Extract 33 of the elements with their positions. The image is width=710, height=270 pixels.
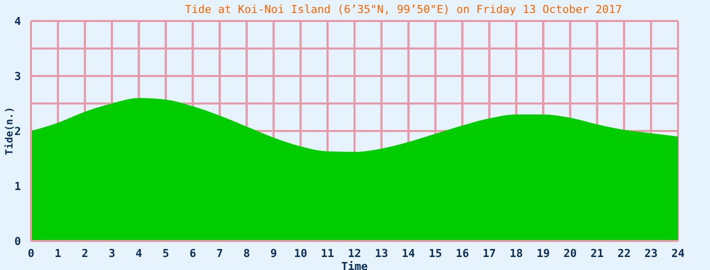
y-tick-label: 0 [14,234,21,248]
x-tick-label: 6 [189,246,196,260]
x-tick-label: 9 [270,246,277,260]
x-tick-label: 19 [536,246,550,260]
y-tick-label: 3 [14,70,21,83]
x-tick-label: 18 [510,246,523,260]
x-axis-title: Time [341,260,368,270]
x-tick-label: 22 [617,246,631,260]
x-tick-label: 17 [482,246,496,260]
x-tick-label: 15 [428,246,442,260]
x-tick-label: 4 [136,246,143,260]
x-tick-label: 3 [108,246,116,260]
x-tick-label: 0 [28,246,34,260]
x-tick-label: 12 [348,246,362,260]
x-tick-label: 14 [402,246,416,260]
x-tick-label: 21 [590,246,604,260]
x-tick-label: 8 [243,246,250,260]
x-tick-label: 23 [644,246,658,260]
y-tick-label: 2 [14,124,21,138]
x-tick-label: 11 [320,246,335,260]
x-tick-label: 24 [671,246,685,260]
x-tick-label: 1 [54,246,62,260]
x-tick-label: 16 [456,246,470,260]
x-tick-label: 5 [162,246,170,260]
x-tick-label: 10 [294,246,308,260]
y-tick-label: 4 [14,14,22,28]
x-tick-label: 2 [82,246,88,260]
x-tick-label: 13 [374,246,388,260]
x-tick-label: 20 [564,246,577,260]
y-axis-title: Tide(n.) [4,106,16,156]
x-tick-label: 7 [216,246,224,260]
chart-title: Tide at Koi-Noi Island (6’35"N, 99’50"E) on Friday 13 October 2017 [184,3,622,16]
y-tick-label: 1 [14,180,22,193]
